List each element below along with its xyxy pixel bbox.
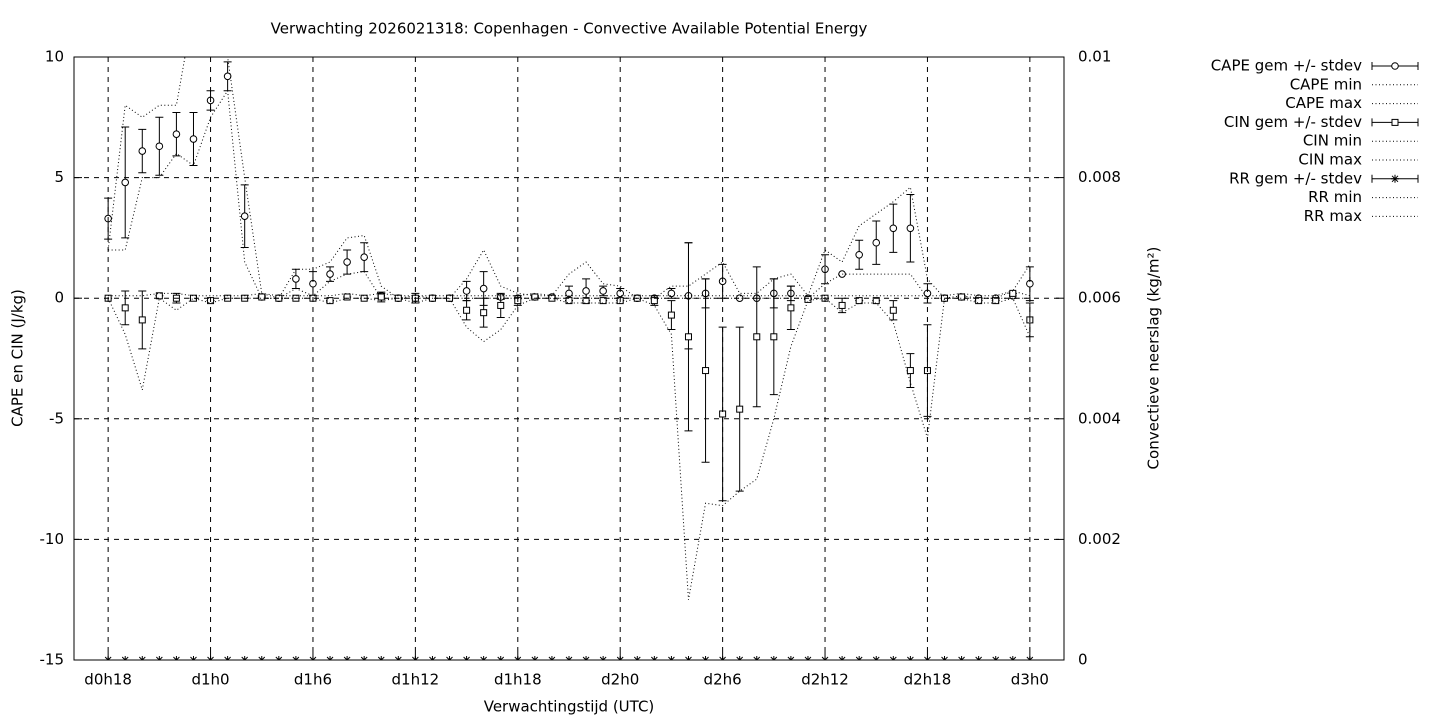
x-tick-label: d2h0 (601, 671, 639, 689)
marker (855, 297, 863, 305)
marker (155, 292, 163, 300)
y-tick-label: 10 (45, 48, 64, 66)
range-line (108, 89, 1030, 299)
marker (480, 309, 488, 317)
marker (1391, 118, 1399, 126)
marker (770, 333, 778, 341)
y2-tick-label: 0.002 (1078, 530, 1121, 548)
marker (377, 293, 385, 301)
x-tick-label: d2h12 (801, 671, 849, 689)
x-tick-label: d1h6 (294, 671, 332, 689)
marker (138, 316, 146, 324)
legend-label: CAPE max (1285, 94, 1362, 112)
marker (599, 297, 607, 305)
legend-label: CAPE gem +/- stdev (1211, 57, 1362, 75)
marker (872, 238, 881, 247)
marker (667, 311, 675, 319)
marker (565, 289, 573, 298)
marker (258, 293, 266, 301)
marker (121, 178, 130, 187)
x-tick-label: d3h0 (1011, 671, 1049, 689)
marker (958, 293, 966, 301)
marker (565, 297, 573, 305)
marker (753, 333, 761, 341)
x-tick-label: d0h18 (84, 671, 132, 689)
marker (650, 297, 658, 305)
range-line (108, 290, 1030, 297)
y-tick-label: -10 (40, 530, 65, 548)
y2-axis-label: Convectieve neerslag (kg/m²) (1145, 247, 1163, 470)
legend-label: CIN max (1298, 151, 1362, 169)
range-line (107, 297, 1031, 600)
y-tick-label: 5 (54, 168, 64, 186)
legend-label: RR gem +/- stdev (1229, 169, 1362, 187)
marker (787, 304, 795, 312)
marker (804, 295, 812, 303)
x-tick-label: d1h18 (494, 671, 542, 689)
legend-label: CIN min (1303, 132, 1362, 150)
marker (855, 250, 863, 259)
marker (343, 293, 351, 301)
y-axis-label: CAPE en CIN (J/kg) (9, 289, 27, 427)
y2-tick-label: 0.004 (1078, 409, 1121, 427)
marker (531, 293, 539, 301)
marker (582, 287, 590, 295)
marker (1391, 174, 1399, 183)
marker (1009, 289, 1017, 297)
marker (462, 287, 471, 295)
x-axis-label: Verwachtingstijd (UTC) (484, 698, 655, 716)
x-tick-label: d2h18 (904, 671, 952, 689)
marker (1391, 62, 1399, 70)
marker (872, 297, 880, 305)
marker (975, 297, 983, 305)
range-line (107, 57, 1031, 299)
legend-label: RR max (1304, 207, 1362, 225)
marker (906, 367, 914, 375)
marker (889, 224, 898, 233)
marker (702, 367, 710, 375)
marker (189, 135, 198, 143)
y-tick-label: -5 (49, 409, 64, 427)
marker (138, 147, 147, 155)
y2-tick-label: 0.01 (1078, 48, 1111, 66)
y2-tick-label: 0 (1078, 651, 1088, 669)
marker (582, 297, 590, 305)
y-tick-label: 0 (54, 289, 64, 307)
marker (343, 258, 351, 266)
marker (292, 275, 300, 283)
marker (155, 142, 164, 151)
legend-label: RR min (1308, 188, 1362, 206)
plot-area (104, 57, 1034, 660)
marker (838, 301, 846, 309)
marker (667, 289, 676, 298)
marker (906, 224, 915, 233)
marker (326, 297, 334, 305)
marker (684, 333, 692, 341)
x-tick-label: d1h12 (392, 671, 440, 689)
marker (497, 301, 505, 309)
x-tick-label: d1h0 (191, 671, 229, 689)
marker (223, 72, 232, 81)
chart-title: Verwachting 2026021318: Copenhagen - Con… (271, 20, 868, 38)
marker (838, 270, 846, 278)
marker (240, 212, 249, 220)
marker (992, 297, 1000, 305)
marker (360, 253, 368, 261)
marker (121, 304, 129, 312)
marker (479, 284, 488, 293)
y-tick-label: -15 (40, 651, 65, 669)
marker (889, 306, 897, 314)
plot-border (73, 56, 1065, 661)
legend-label: CAPE min (1290, 75, 1362, 93)
legend-label: CIN gem +/- stdev (1224, 113, 1362, 131)
marker (599, 287, 607, 295)
marker (736, 405, 744, 413)
marker (326, 270, 334, 278)
x-tick-label: d2h6 (704, 671, 742, 689)
marker (463, 306, 471, 314)
y2-tick-label: 0.008 (1078, 168, 1121, 186)
y2-tick-label: 0.006 (1078, 289, 1121, 307)
marker (172, 130, 181, 138)
